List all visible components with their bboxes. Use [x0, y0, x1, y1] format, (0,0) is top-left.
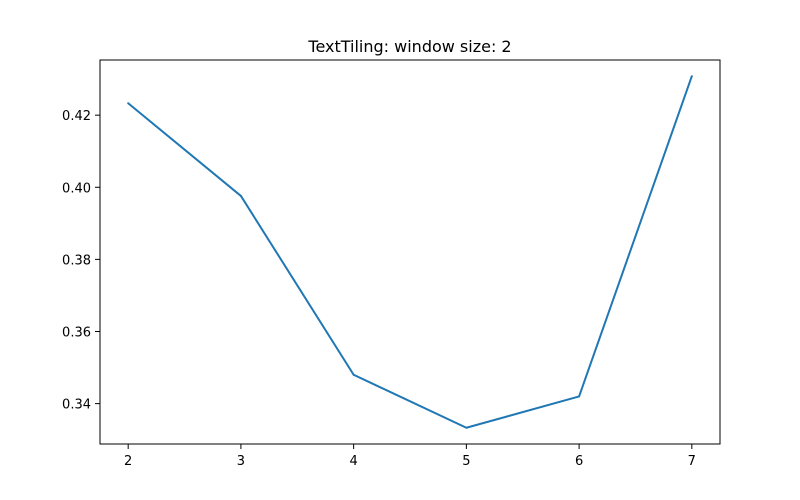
- x-tick-label: 5: [462, 454, 470, 469]
- data-point: [352, 373, 355, 376]
- data-point: [690, 75, 693, 78]
- x-tick-label: 4: [349, 454, 357, 469]
- y-tick-label: 0.34: [62, 398, 91, 413]
- x-tick-label: 2: [124, 454, 132, 469]
- y-axis: 0.34 0.36 0.38 0.40 0.42: [62, 109, 100, 413]
- plot-frame: [99, 59, 721, 445]
- series-layer: [127, 75, 693, 429]
- y-tick-label: 0.38: [62, 253, 91, 268]
- x-tick-label: 6: [575, 454, 583, 469]
- y-tick-label: 0.40: [62, 181, 91, 196]
- series-line: [127, 75, 693, 429]
- x-tick-label: 7: [688, 454, 696, 469]
- data-point: [127, 102, 130, 105]
- chart-title: TextTiling: window size: 2: [307, 37, 511, 56]
- x-tick-label: 3: [237, 454, 245, 469]
- y-tick-label: 0.42: [62, 109, 91, 124]
- y-tick-label: 0.36: [62, 326, 91, 341]
- data-point: [239, 194, 242, 197]
- data-point: [578, 395, 581, 398]
- data-point: [465, 426, 468, 429]
- x-axis: 2 3 4 5 6 7: [124, 444, 696, 469]
